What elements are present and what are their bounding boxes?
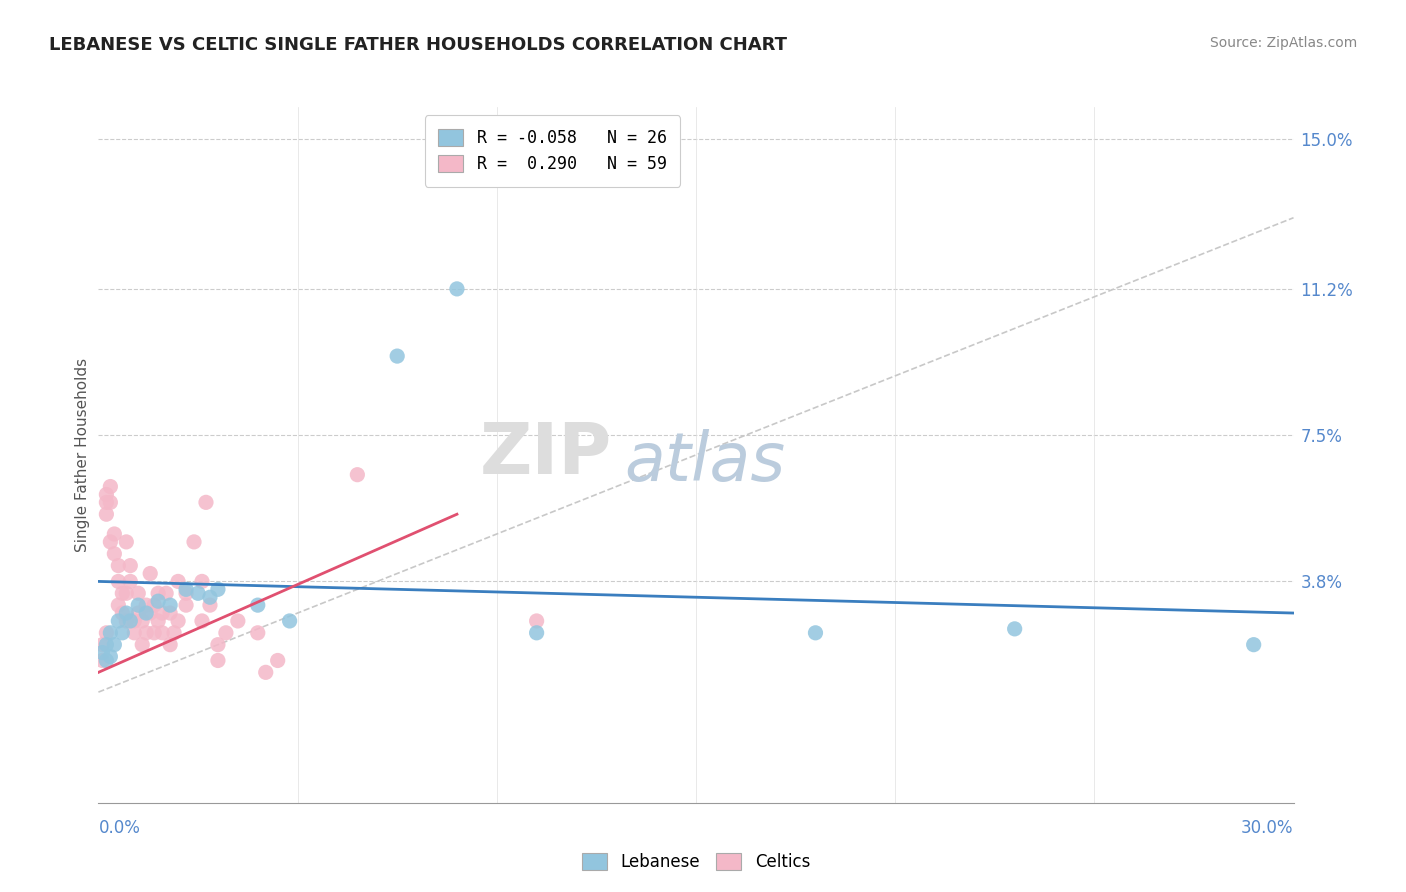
Point	[148, 614, 170, 628]
Point	[111, 606, 134, 620]
Point	[174, 598, 197, 612]
Point	[191, 614, 214, 628]
Point	[103, 547, 125, 561]
Point	[107, 574, 129, 589]
Point	[120, 614, 142, 628]
Point	[163, 625, 186, 640]
Point	[195, 495, 218, 509]
Point	[183, 534, 205, 549]
Point	[150, 606, 173, 620]
Point	[127, 598, 149, 612]
Point	[96, 487, 118, 501]
Point	[107, 558, 129, 573]
Point	[139, 566, 162, 581]
Point	[346, 467, 368, 482]
Text: ZIP: ZIP	[479, 420, 613, 490]
Point	[446, 282, 468, 296]
Point	[100, 479, 122, 493]
Point	[267, 653, 290, 667]
Point	[278, 614, 301, 628]
Text: 30.0%: 30.0%	[1241, 819, 1294, 837]
Point	[526, 614, 548, 628]
Point	[215, 625, 238, 640]
Point	[100, 625, 122, 640]
Point	[100, 534, 122, 549]
Point	[115, 606, 138, 620]
Point	[148, 586, 170, 600]
Point	[207, 582, 229, 597]
Point	[115, 534, 138, 549]
Point	[167, 574, 190, 589]
Point	[115, 614, 138, 628]
Point	[246, 625, 269, 640]
Text: 0.0%: 0.0%	[98, 819, 141, 837]
Point	[91, 653, 114, 667]
Point	[91, 646, 114, 660]
Text: Source: ZipAtlas.com: Source: ZipAtlas.com	[1209, 36, 1357, 50]
Point	[174, 582, 197, 597]
Point	[135, 625, 157, 640]
Point	[96, 625, 118, 640]
Point	[191, 574, 214, 589]
Point	[103, 638, 125, 652]
Y-axis label: Single Father Households: Single Father Households	[75, 358, 90, 552]
Point	[96, 653, 118, 667]
Point	[107, 614, 129, 628]
Text: LEBANESE VS CELTIC SINGLE FATHER HOUSEHOLDS CORRELATION CHART: LEBANESE VS CELTIC SINGLE FATHER HOUSEHO…	[49, 36, 787, 54]
Point	[120, 574, 142, 589]
Point	[135, 606, 157, 620]
Point	[167, 614, 190, 628]
Point	[385, 349, 409, 363]
Point	[148, 594, 170, 608]
Point	[96, 638, 118, 652]
Point	[1243, 638, 1265, 652]
Point	[198, 591, 221, 605]
Point	[96, 507, 118, 521]
Point	[159, 638, 181, 652]
Point	[804, 625, 827, 640]
Point	[131, 638, 153, 652]
Point	[115, 586, 138, 600]
Point	[187, 586, 209, 600]
Legend: Lebanese, Celtics: Lebanese, Celtics	[575, 847, 817, 878]
Point	[254, 665, 277, 680]
Point	[103, 527, 125, 541]
Point	[246, 598, 269, 612]
Point	[120, 558, 142, 573]
Point	[150, 625, 173, 640]
Point	[131, 614, 153, 628]
Point	[111, 586, 134, 600]
Point	[135, 598, 157, 612]
Point	[139, 606, 162, 620]
Point	[207, 653, 229, 667]
Point	[91, 638, 114, 652]
Point	[174, 586, 197, 600]
Point	[143, 598, 166, 612]
Text: atlas: atlas	[624, 429, 786, 495]
Point	[111, 625, 134, 640]
Point	[226, 614, 249, 628]
Point	[124, 625, 146, 640]
Point	[198, 598, 221, 612]
Point	[1004, 622, 1026, 636]
Point	[207, 638, 229, 652]
Point	[155, 586, 177, 600]
Point	[159, 606, 181, 620]
Point	[107, 598, 129, 612]
Point	[159, 598, 181, 612]
Point	[143, 625, 166, 640]
Point	[127, 606, 149, 620]
Point	[96, 495, 118, 509]
Point	[127, 586, 149, 600]
Point	[526, 625, 548, 640]
Point	[100, 649, 122, 664]
Point	[124, 614, 146, 628]
Point	[100, 495, 122, 509]
